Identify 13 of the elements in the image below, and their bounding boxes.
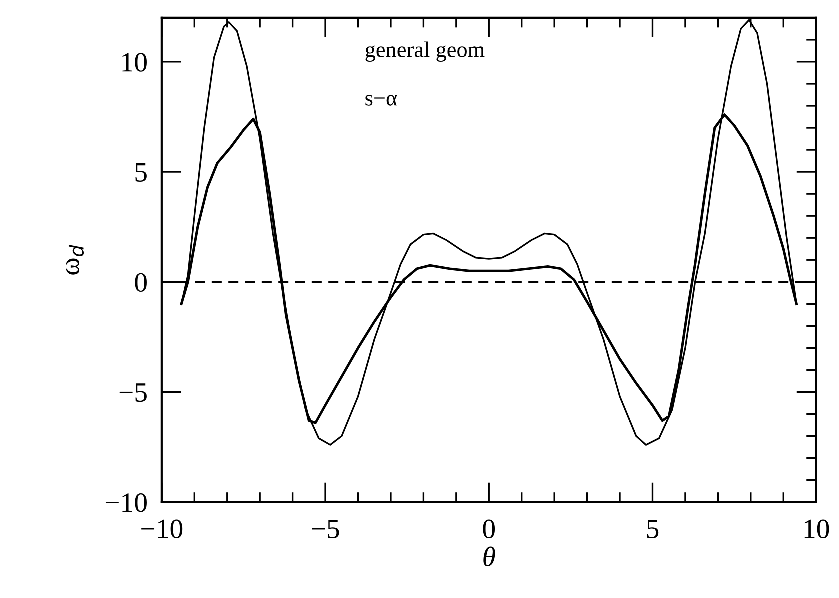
y-tick-label: −5 xyxy=(120,384,147,402)
x-tick-label: 10 xyxy=(804,520,830,539)
annotation: s−α xyxy=(366,95,398,106)
y-tick-label: −10 xyxy=(106,493,147,512)
x-tick-label: 0 xyxy=(483,520,496,539)
y-axis-title: ω$_{d}$ xyxy=(66,244,84,275)
x-axis-title: θ xyxy=(484,546,496,567)
x-tick-label: −5 xyxy=(312,520,340,539)
y-tick-label: 0 xyxy=(135,273,147,292)
x-tick-label: 5 xyxy=(647,520,659,539)
y-tick-label: 5 xyxy=(136,164,147,182)
y-tick-label: 10 xyxy=(122,53,147,72)
annotation: general geom xyxy=(366,42,485,62)
